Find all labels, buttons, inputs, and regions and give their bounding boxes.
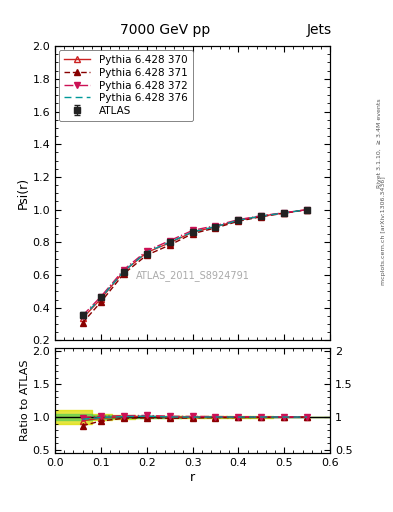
Pythia 6.428 370 (121, 268, 126, 274)
Pythia 6.428 370 (167, 240, 172, 246)
Pythia 6.428 376 (190, 229, 195, 235)
Pythia 6.428 371 (80, 319, 85, 326)
Line: Pythia 6.428 370: Pythia 6.428 370 (79, 206, 311, 322)
Pythia 6.428 376 (121, 268, 126, 274)
Pythia 6.428 376 (305, 206, 310, 212)
Y-axis label: Ratio to ATLAS: Ratio to ATLAS (20, 360, 29, 441)
Pythia 6.428 371 (121, 271, 126, 277)
Line: Pythia 6.428 376: Pythia 6.428 376 (83, 209, 307, 317)
Pythia 6.428 376 (282, 210, 286, 216)
Pythia 6.428 371 (259, 214, 264, 220)
Pythia 6.428 371 (99, 299, 103, 305)
Pythia 6.428 370 (99, 296, 103, 302)
Pythia 6.428 370 (144, 249, 149, 255)
Pythia 6.428 376 (144, 249, 149, 255)
Pythia 6.428 372 (282, 210, 286, 216)
Pythia 6.428 376 (167, 239, 172, 245)
Text: Rivet 3.1.10,  ≥ 3.4M events: Rivet 3.1.10, ≥ 3.4M events (377, 98, 382, 188)
Pythia 6.428 372 (259, 212, 264, 219)
Pythia 6.428 371 (213, 225, 218, 231)
Text: Jets: Jets (307, 23, 332, 37)
Pythia 6.428 372 (213, 223, 218, 229)
Pythia 6.428 376 (259, 213, 264, 219)
Pythia 6.428 371 (167, 242, 172, 248)
Pythia 6.428 376 (99, 295, 103, 301)
Text: mcplots.cern.ch [arXiv:1306.3436]: mcplots.cern.ch [arXiv:1306.3436] (381, 176, 386, 285)
Pythia 6.428 372 (144, 248, 149, 254)
Pythia 6.428 370 (282, 210, 286, 216)
Pythia 6.428 370 (236, 218, 241, 224)
Legend: Pythia 6.428 370, Pythia 6.428 371, Pythia 6.428 372, Pythia 6.428 376, ATLAS: Pythia 6.428 370, Pythia 6.428 371, Pyth… (59, 50, 193, 121)
Pythia 6.428 371 (190, 230, 195, 237)
Pythia 6.428 371 (282, 210, 286, 216)
Pythia 6.428 372 (305, 206, 310, 212)
Pythia 6.428 370 (305, 206, 310, 212)
Pythia 6.428 376 (213, 224, 218, 230)
Pythia 6.428 371 (236, 218, 241, 224)
Pythia 6.428 372 (236, 217, 241, 223)
Y-axis label: Psi(r): Psi(r) (17, 177, 29, 209)
Pythia 6.428 370 (213, 224, 218, 230)
Pythia 6.428 372 (190, 227, 195, 233)
Text: 7000 GeV pp: 7000 GeV pp (120, 23, 210, 37)
X-axis label: r: r (190, 471, 195, 484)
Text: ATLAS_2011_S8924791: ATLAS_2011_S8924791 (136, 270, 250, 281)
Pythia 6.428 370 (259, 213, 264, 219)
Pythia 6.428 371 (144, 252, 149, 258)
Pythia 6.428 372 (167, 238, 172, 244)
Pythia 6.428 372 (121, 267, 126, 273)
Line: Pythia 6.428 371: Pythia 6.428 371 (80, 207, 310, 326)
Pythia 6.428 372 (99, 293, 103, 300)
Line: Pythia 6.428 372: Pythia 6.428 372 (80, 207, 310, 318)
Pythia 6.428 376 (80, 314, 85, 320)
Pythia 6.428 376 (236, 217, 241, 223)
Pythia 6.428 371 (305, 206, 310, 212)
Pythia 6.428 370 (190, 229, 195, 236)
Pythia 6.428 372 (80, 312, 85, 318)
Pythia 6.428 370 (80, 315, 85, 322)
